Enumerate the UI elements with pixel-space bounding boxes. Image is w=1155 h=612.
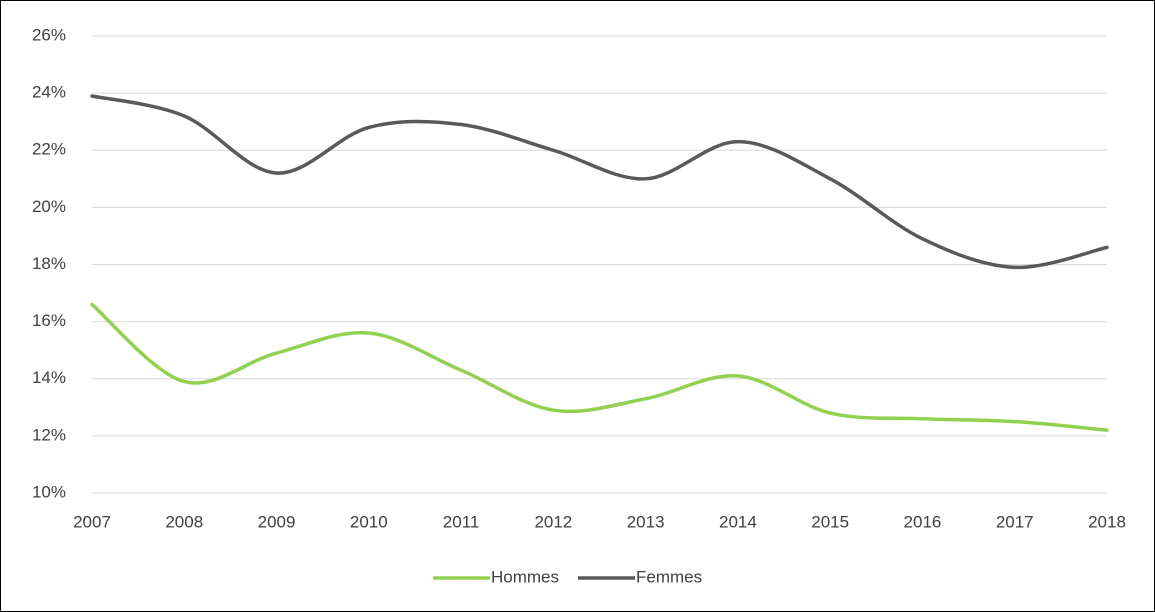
x-tick-label: 2010	[350, 512, 388, 531]
x-tick-label: 2009	[258, 512, 296, 531]
x-tick-label: 2007	[73, 512, 111, 531]
x-tick-label: 2008	[165, 512, 203, 531]
x-tick-label: 2016	[904, 512, 942, 531]
y-tick-label: 26%	[32, 25, 66, 44]
x-tick-label: 2013	[627, 512, 665, 531]
series-line	[90, 302, 1109, 432]
x-tick-label: 2018	[1088, 512, 1126, 531]
y-tick-label: 22%	[32, 140, 66, 159]
y-tick-label: 20%	[32, 197, 66, 216]
x-tick-label: 2014	[719, 512, 757, 531]
series-line	[90, 94, 1109, 270]
x-tick-label: 2015	[811, 512, 849, 531]
x-tick-label: 2017	[996, 512, 1034, 531]
y-tick-label: 12%	[32, 425, 66, 444]
y-tick-label: 10%	[32, 482, 66, 501]
x-tick-label: 2012	[534, 512, 572, 531]
y-tick-label: 24%	[32, 83, 66, 102]
y-tick-label: 14%	[32, 368, 66, 387]
x-tick-label: 2011	[443, 512, 480, 531]
legend-label: Hommes	[491, 567, 559, 586]
legend-label: Femmes	[636, 567, 702, 586]
y-tick-label: 16%	[32, 311, 66, 330]
y-tick-label: 18%	[32, 254, 66, 273]
